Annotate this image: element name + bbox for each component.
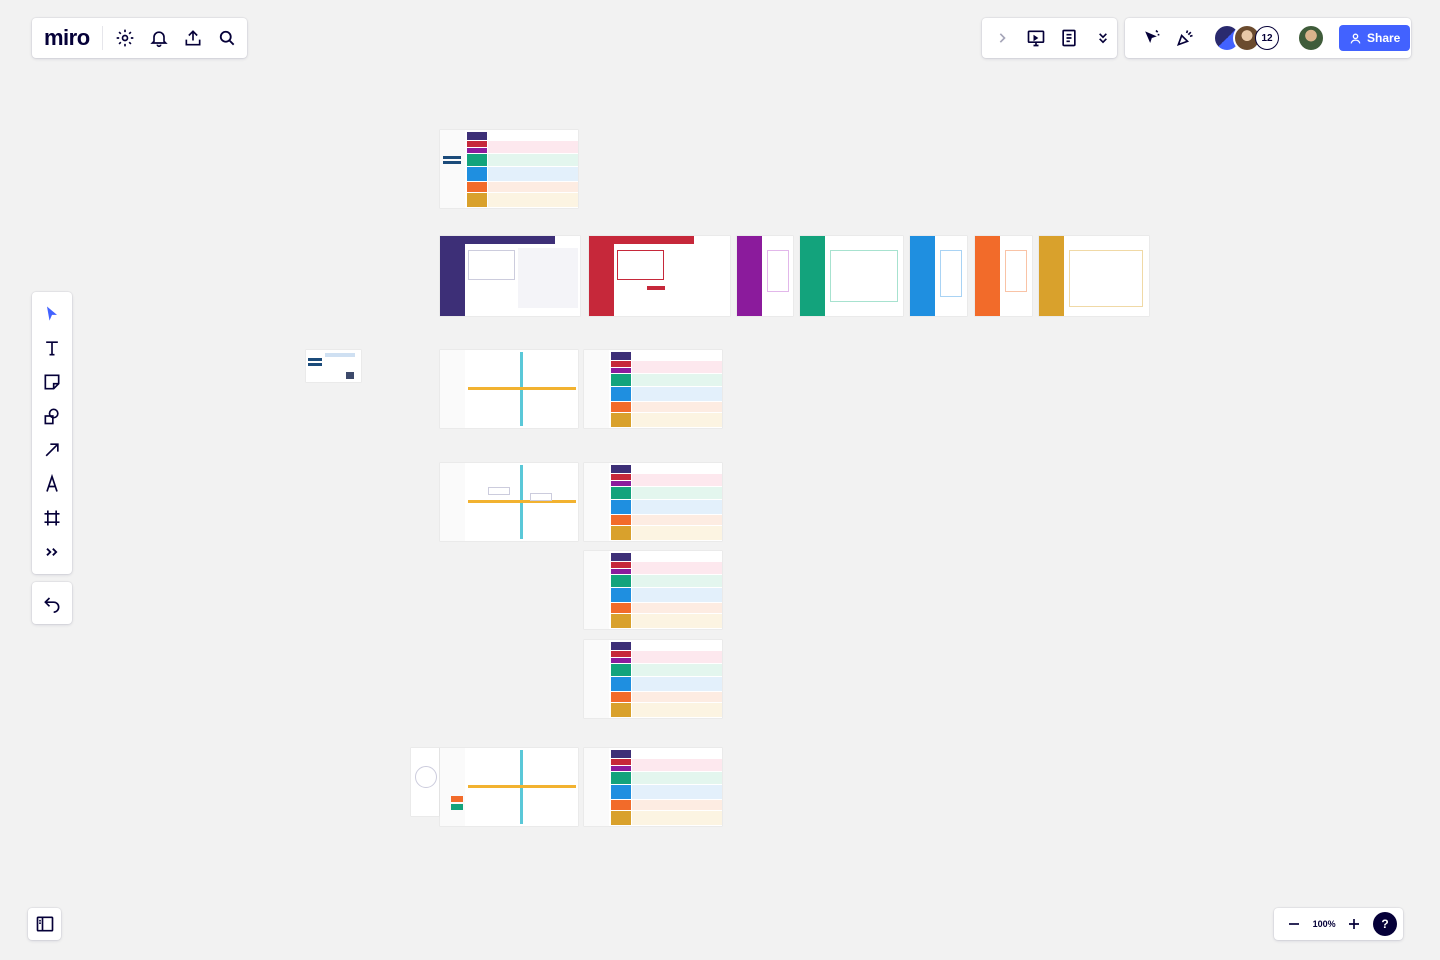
shapes-tool-icon[interactable] [38,402,66,430]
select-tool-icon[interactable] [38,300,66,328]
sticky-note-tool-icon[interactable] [38,368,66,396]
board-frame[interactable] [440,236,580,316]
board-frame[interactable] [440,463,578,541]
zoom-out-icon[interactable] [1280,910,1308,938]
creation-toolbar [32,292,72,574]
search-icon[interactable] [213,24,241,52]
board-frame[interactable] [737,236,793,316]
main-menu-panel: miro [32,18,247,58]
text-tool-icon[interactable] [38,334,66,362]
board-frame[interactable] [975,236,1032,316]
share-button[interactable]: Share [1339,25,1411,51]
zoom-level[interactable]: 100% [1312,919,1336,929]
collaborators-count-badge[interactable]: 12 [1255,26,1279,50]
collaboration-panel: 12 Share [1125,18,1411,58]
presentation-icon[interactable] [1022,24,1050,52]
board-frame[interactable] [584,463,722,541]
bell-icon[interactable] [145,24,173,52]
frame-tool-icon[interactable] [38,504,66,532]
board-frame[interactable] [440,130,578,208]
board-frame[interactable] [411,748,439,816]
miro-logo[interactable]: miro [44,25,90,50]
board-frame[interactable] [584,551,722,629]
double-chevron-down-icon[interactable] [1089,24,1117,52]
board-frame[interactable] [584,748,722,826]
user-icon [1350,33,1361,44]
zoom-in-icon[interactable] [1340,910,1368,938]
help-button[interactable]: ? [1373,912,1397,936]
share-label: Share [1367,31,1401,45]
upload-icon[interactable] [179,24,207,52]
sidebar-icon [36,916,53,932]
board-frame[interactable] [1039,236,1149,316]
divider [101,26,103,50]
undo-icon[interactable] [38,589,66,617]
board-frame[interactable] [440,350,578,428]
undo-panel [32,582,72,624]
board-frame[interactable] [800,236,903,316]
chevron-right-icon[interactable] [988,24,1016,52]
arrow-tool-icon[interactable] [38,436,66,464]
board-tools-panel [982,18,1117,58]
notes-icon[interactable] [1056,24,1084,52]
collaborator-avatars[interactable]: 12 [1213,24,1279,52]
settings-icon[interactable] [111,24,139,52]
celebrate-icon[interactable] [1171,24,1199,52]
pen-tool-icon[interactable] [38,470,66,498]
frames-panel-toggle[interactable] [28,908,61,940]
cursor-tracking-icon[interactable] [1137,24,1165,52]
board-frame[interactable] [584,640,722,718]
user-avatar[interactable] [1297,24,1325,52]
zoom-panel: 100% ? [1274,908,1403,940]
board-frame[interactable] [910,236,967,316]
board-frame[interactable] [589,236,730,316]
board-frame[interactable] [440,748,578,826]
more-tools-icon[interactable] [38,538,66,566]
board-frame[interactable] [306,350,361,382]
board-frame[interactable] [584,350,722,428]
